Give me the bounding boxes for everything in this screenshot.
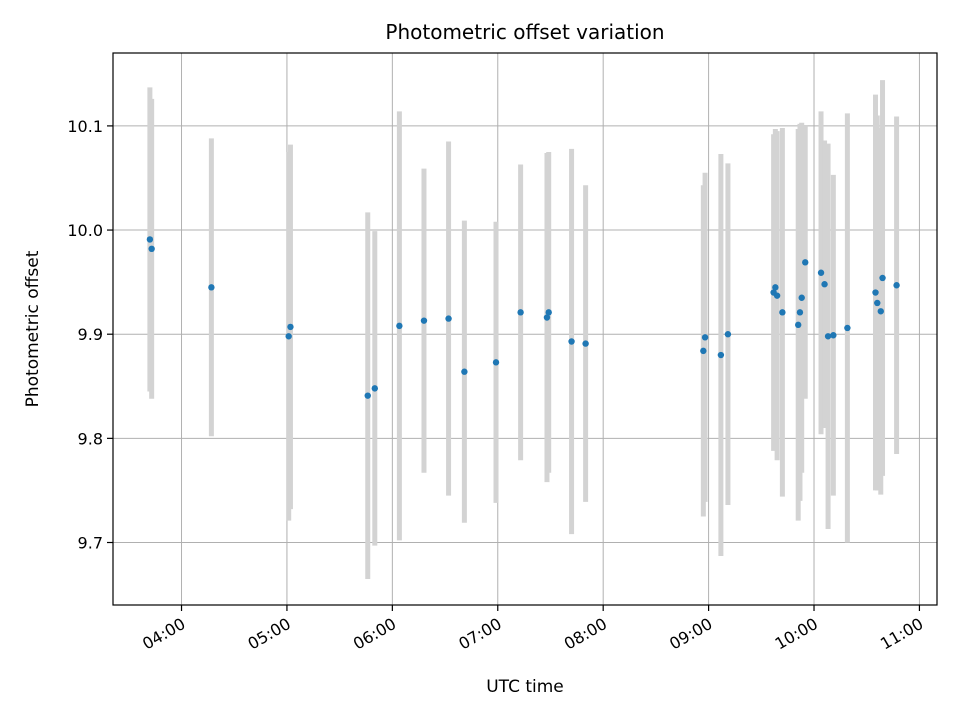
data-point bbox=[492, 359, 500, 366]
data-point bbox=[802, 259, 809, 266]
data-point bbox=[877, 308, 884, 315]
data-point bbox=[396, 322, 403, 330]
y-tick-label: 9.9 bbox=[78, 325, 103, 344]
data-point bbox=[545, 309, 552, 316]
data-point bbox=[830, 332, 837, 339]
data-point bbox=[724, 331, 732, 338]
data-point bbox=[772, 284, 779, 291]
data-point bbox=[824, 333, 832, 340]
data-point bbox=[700, 347, 707, 355]
data-point bbox=[872, 289, 879, 296]
data-point bbox=[893, 282, 900, 289]
y-tick-label: 9.7 bbox=[78, 534, 103, 553]
data-points bbox=[146, 236, 900, 399]
data-point bbox=[146, 236, 154, 243]
data-point bbox=[798, 294, 805, 301]
data-point bbox=[817, 269, 825, 276]
data-point bbox=[568, 338, 575, 345]
y-tick-label: 10.1 bbox=[67, 117, 103, 136]
data-point bbox=[517, 309, 524, 316]
data-point bbox=[779, 309, 786, 316]
data-point bbox=[701, 334, 709, 341]
data-point bbox=[795, 321, 802, 329]
y-tick-label: 10.0 bbox=[67, 221, 103, 240]
data-point bbox=[844, 324, 851, 332]
data-point bbox=[821, 281, 828, 288]
data-point bbox=[287, 323, 294, 331]
data-point bbox=[543, 314, 551, 321]
data-point bbox=[879, 274, 886, 282]
data-point bbox=[773, 292, 781, 299]
data-point bbox=[717, 351, 725, 359]
data-point bbox=[582, 340, 589, 347]
data-point bbox=[461, 368, 468, 375]
data-point bbox=[796, 309, 804, 316]
data-point bbox=[364, 392, 371, 399]
y-tick-label: 9.8 bbox=[78, 429, 103, 448]
data-point bbox=[208, 284, 215, 291]
x-axis-label: UTC time bbox=[486, 677, 564, 697]
data-point bbox=[285, 333, 292, 340]
data-point bbox=[420, 317, 428, 324]
y-axis-label: Photometric offset bbox=[23, 250, 43, 407]
data-point bbox=[874, 299, 881, 307]
plot-frame bbox=[112, 52, 938, 606]
chart-title: Photometric offset variation bbox=[385, 20, 664, 44]
data-point bbox=[371, 385, 378, 392]
data-point bbox=[148, 245, 155, 253]
data-point bbox=[445, 315, 452, 322]
